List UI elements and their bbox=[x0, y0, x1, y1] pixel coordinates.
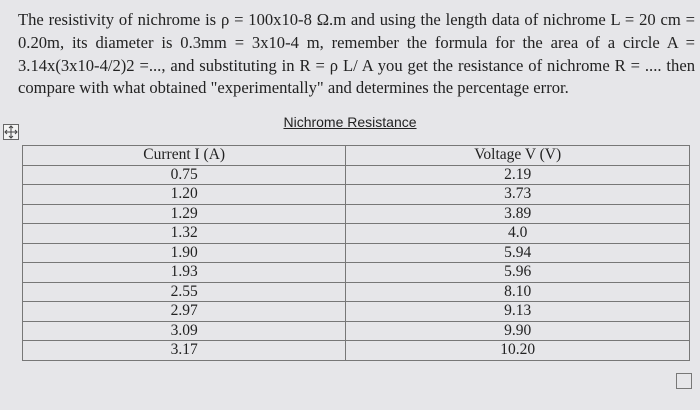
table-row-cell: 9.13 bbox=[345, 301, 690, 322]
table-row-cell: 3.89 bbox=[345, 203, 690, 224]
table-row-cell: 5.94 bbox=[345, 242, 690, 263]
table-row-cell: 1.29 bbox=[21, 203, 347, 224]
handle-icon bbox=[4, 125, 18, 139]
table-row-cell: 8.10 bbox=[345, 281, 690, 302]
table-row-cell: 4.0 bbox=[345, 223, 690, 244]
table-row-cell: 1.32 bbox=[21, 223, 347, 244]
table-row-cell: 2.55 bbox=[21, 281, 347, 302]
table-row-cell: 1.90 bbox=[21, 242, 347, 263]
table-row-cell: 1.20 bbox=[21, 184, 347, 205]
table-resize-handle[interactable] bbox=[676, 373, 692, 389]
table-row-cell: 9.90 bbox=[345, 320, 690, 341]
header-row: Current I (A) Voltage V (V) bbox=[21, 145, 690, 166]
paragraph: The resistivity of nichrome is ρ = 100x1… bbox=[18, 10, 695, 98]
header-row-cell: Voltage V (V) bbox=[345, 145, 690, 166]
table-row: 1.29 3.89 bbox=[21, 203, 690, 224]
table-row: 1.32 4.0 bbox=[21, 223, 690, 244]
table-row: 2.55 8.10 bbox=[21, 281, 690, 302]
table-row: 1.93 5.96 bbox=[21, 262, 690, 283]
table-row-cell: 3.09 bbox=[21, 320, 347, 341]
table-row: 1.90 5.94 bbox=[21, 242, 690, 263]
data-table: Current I (A) Voltage V (V) 0.75 2.19 1.20 3.… bbox=[21, 145, 690, 361]
table-row: 0.75 2.19 bbox=[21, 164, 690, 185]
header-row-cell: Current I (A) bbox=[21, 145, 347, 166]
table-row: 1.20 3.73 bbox=[21, 184, 690, 205]
table-row-cell: 2.97 bbox=[21, 301, 347, 322]
table-row: 3.09 9.90 bbox=[21, 320, 690, 341]
table-row-cell: 3.17 bbox=[21, 340, 347, 361]
table-row-cell: 0.75 bbox=[21, 164, 347, 185]
table-move-handle[interactable] bbox=[3, 124, 19, 140]
table-row-cell: 2.19 bbox=[345, 164, 690, 185]
table-row-cell: 10.20 bbox=[345, 340, 690, 361]
table-row-cell: 1.93 bbox=[21, 262, 347, 283]
table-caption: Nichrome Resistance bbox=[283, 114, 417, 130]
table-row: 2.97 9.13 bbox=[21, 301, 690, 322]
table-row-cell: 3.73 bbox=[345, 184, 690, 205]
table-row-cell: 5.96 bbox=[345, 262, 690, 283]
table-row: 3.17 10.20 bbox=[21, 340, 690, 361]
